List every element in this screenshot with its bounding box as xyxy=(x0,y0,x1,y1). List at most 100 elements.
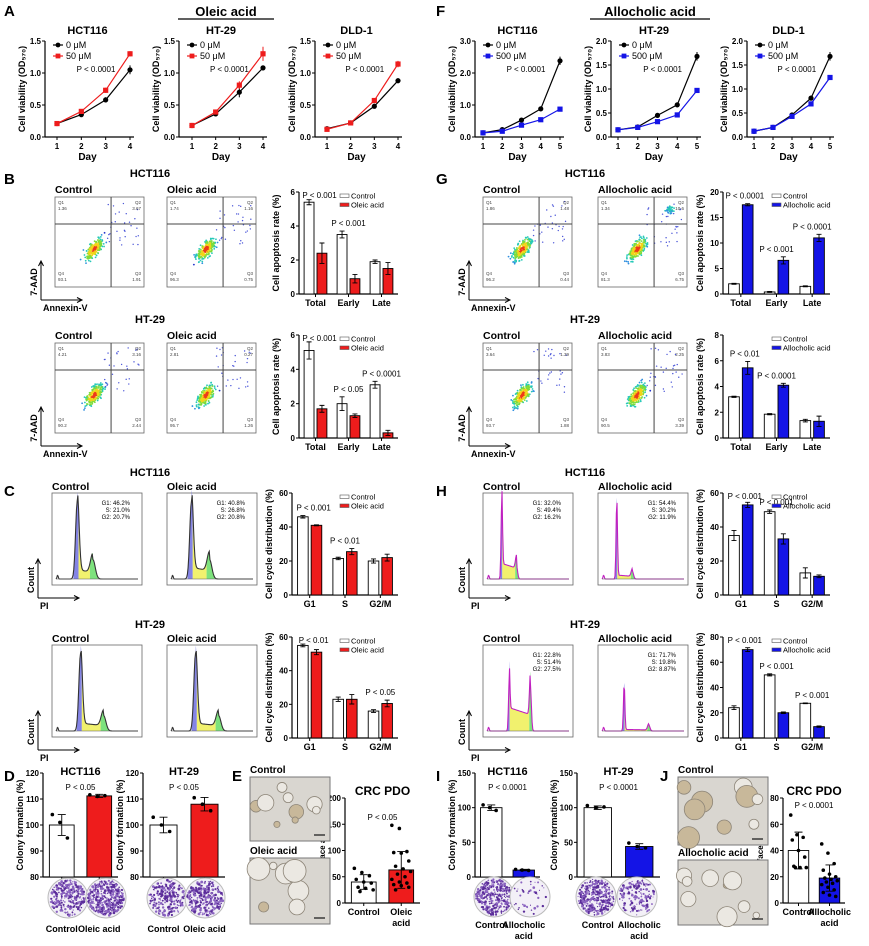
event-dot xyxy=(124,236,126,238)
heading-right: Allocholic acid xyxy=(604,4,696,19)
colony xyxy=(72,902,75,904)
x-tick-label: Early xyxy=(765,442,787,452)
event-dot xyxy=(96,244,99,247)
colony xyxy=(62,903,65,906)
bar-control xyxy=(728,707,740,739)
event-dot xyxy=(520,384,522,387)
data-point xyxy=(833,874,838,879)
data-point xyxy=(399,851,404,855)
panel-letter-C: C xyxy=(4,483,15,500)
colony xyxy=(501,903,503,905)
event-dot xyxy=(106,383,109,385)
colony xyxy=(495,906,498,909)
event-dot xyxy=(641,244,644,247)
colony xyxy=(120,905,123,908)
event-dot xyxy=(525,384,528,387)
quadrant-name: Q4 xyxy=(58,417,65,422)
colony xyxy=(177,904,180,907)
data-point xyxy=(354,877,359,882)
colony xyxy=(479,889,482,892)
event-dot xyxy=(203,247,206,250)
colony xyxy=(537,896,540,900)
event-dot xyxy=(646,213,648,216)
colony xyxy=(152,896,155,899)
event-dot xyxy=(128,221,131,223)
colony xyxy=(164,894,166,896)
colony xyxy=(596,902,598,904)
event-dot xyxy=(642,244,645,247)
colony xyxy=(639,899,643,902)
colony xyxy=(210,885,213,888)
colony xyxy=(508,888,511,892)
quadrant-name: Q2 xyxy=(247,200,254,205)
x-tick-label: G2/M xyxy=(369,599,391,609)
quadrant-percent: 2.81 xyxy=(170,352,179,357)
quadrant-name: Q4 xyxy=(58,271,65,276)
event-dot xyxy=(214,388,217,391)
event-dot xyxy=(206,241,209,244)
organoid xyxy=(737,900,751,913)
y-tick-label: 0.0 xyxy=(732,133,744,142)
x-tick-label: Allocholic xyxy=(618,920,661,930)
organoid-image xyxy=(676,776,769,850)
event-dot xyxy=(93,244,96,247)
event-dot xyxy=(527,251,530,254)
event-dot xyxy=(93,253,96,255)
colony xyxy=(476,888,480,891)
p-value: P < 0.001 xyxy=(759,498,794,507)
bar-control xyxy=(799,285,812,295)
colony xyxy=(95,894,98,896)
p-value: P < 0.0001 xyxy=(507,65,546,74)
colony xyxy=(221,894,224,896)
event-dot xyxy=(194,407,196,410)
quadrant-percent: 0.27 xyxy=(244,352,253,357)
bar-oleic-acid xyxy=(316,408,328,439)
event-dot xyxy=(192,263,195,266)
event-dot xyxy=(522,387,524,390)
colony xyxy=(90,899,93,901)
colony xyxy=(71,899,74,902)
colony xyxy=(160,882,163,885)
event-dot xyxy=(91,244,94,247)
colony xyxy=(533,906,537,910)
data-point xyxy=(393,888,398,892)
colony xyxy=(640,883,643,885)
y-tick-label: 20 xyxy=(710,709,719,718)
bar-control xyxy=(728,535,740,596)
event-dot xyxy=(197,253,200,256)
colony xyxy=(107,914,111,917)
colony xyxy=(174,895,177,898)
event-dot xyxy=(638,234,641,237)
colony xyxy=(630,903,632,905)
colony xyxy=(534,891,538,894)
panel-letter-E: E xyxy=(232,768,242,785)
x-tick-label: Total xyxy=(305,442,326,452)
colony xyxy=(99,881,101,883)
event-dot xyxy=(210,243,213,246)
colony xyxy=(161,899,164,902)
colony xyxy=(600,899,603,902)
event-dot xyxy=(125,213,127,215)
series-line xyxy=(753,77,831,132)
event-dot xyxy=(221,372,223,374)
event-dot xyxy=(638,238,641,241)
colony xyxy=(101,883,103,885)
event-dot xyxy=(88,251,91,253)
event-dot xyxy=(668,206,670,209)
quadrant-name: Q1 xyxy=(486,200,493,205)
y-tick-label: 1.5 xyxy=(30,37,42,46)
colony xyxy=(105,890,107,892)
colony xyxy=(530,883,532,886)
colony xyxy=(110,896,112,898)
data-point xyxy=(819,882,824,887)
colony xyxy=(171,894,173,896)
event-dot xyxy=(637,249,640,252)
y-tick-label: 4 xyxy=(715,383,720,392)
colony xyxy=(631,893,633,895)
event-dot xyxy=(95,241,98,244)
colony xyxy=(613,895,615,897)
colony xyxy=(607,903,609,905)
colony xyxy=(496,893,498,896)
y-tick-label: 6 xyxy=(291,188,296,197)
